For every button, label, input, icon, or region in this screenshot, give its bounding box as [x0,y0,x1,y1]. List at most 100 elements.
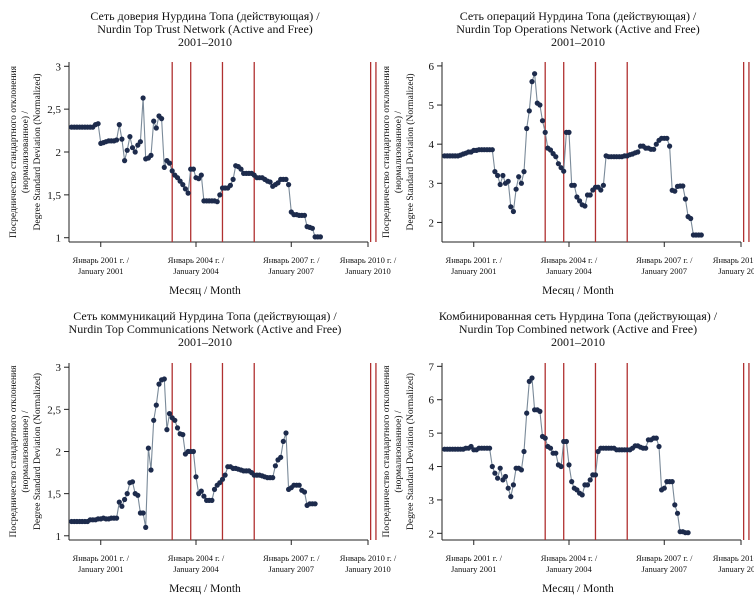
data-point [505,178,511,184]
data-point [508,494,514,500]
data-point [521,448,527,455]
chart-title-line: Комбинированная сеть Нурдина Топа (дейст… [439,309,718,323]
data-point [153,402,159,408]
series-line [444,376,689,534]
data-point [529,375,535,381]
data-point [180,182,186,188]
data-point [526,108,532,114]
data-point [124,491,130,497]
data-point [119,503,125,509]
x-tick-label: Январь 2007 г. / [636,553,693,563]
data-point [598,187,604,193]
chart-title-line: 2001–2010 [551,35,605,49]
data-point [672,188,678,194]
y-axis-label-line: Degree Standard Deviation (Normalized) [405,74,416,231]
data-point [489,463,495,470]
x-tick-label: January 2007 [641,266,687,276]
data-point [571,182,577,188]
data-point [667,143,673,149]
x-tick-label: January 2007 [268,564,314,574]
data-point [680,183,686,189]
data-point [153,125,159,131]
y-axis-label: Посредничество стандартного отклонения (н… [382,65,416,238]
data-point [577,198,583,204]
data-point [524,125,530,132]
chart-panel-4: Комбинированная сеть Нурдина Топа (дейст… [382,309,754,595]
y-tick-label: 2 [429,528,435,540]
data-point [296,482,302,488]
chart-title-line: Nurdin Top Trust Network (Active and Fre… [97,22,313,36]
data-point [584,482,591,488]
y-tick-label: 2 [56,447,62,459]
data-point [495,475,501,481]
data-point [180,432,186,438]
x-tick-label: January 2001 [451,564,497,574]
data-point [151,118,157,124]
data-point [510,208,516,215]
x-tick-label: January 2004 [173,266,219,276]
data-point [492,169,498,175]
data-point [201,493,207,499]
y-tick-label: 7 [429,361,435,373]
x-tick-label: Январь 2004 г. / [168,553,225,563]
x-tick-label: January 2004 [546,266,592,276]
x-axis-label: Месяц / Month [542,583,614,595]
x-tick-label: January 2010 [718,564,754,574]
data-point [539,118,546,124]
data-point [547,147,554,153]
data-point [542,129,548,135]
data-point [487,445,493,451]
data-point [497,465,503,471]
data-point [119,136,125,142]
y-axis-label-line: Посредничество стандартного отклонения [9,65,19,238]
data-point [635,149,641,155]
data-point [182,186,188,192]
chart-title-line: 2001–2010 [178,35,232,49]
y-tick-label: 3 [56,362,62,374]
data-point [563,438,570,445]
chart-title-line: Сеть доверия Нурдина Топа (действующая) … [90,9,320,23]
x-tick-label: January 2001 [78,266,124,276]
y-axis-label-line: Degree Standard Deviation (Normalized) [405,373,416,530]
data-point [211,486,218,492]
data-point [688,215,694,222]
y-axis-label: Посредничество стандартного отклонения (н… [9,365,43,538]
data-point [114,515,120,521]
data-point [230,176,236,182]
y-axis-label: Посредничество стандартного отклонения (н… [382,365,416,538]
data-point [553,154,559,160]
data-point [569,479,575,485]
x-tick-label: Январь 2007 г. / [263,255,320,265]
x-axis-label: Месяц / Month [169,583,241,595]
x-tick-label: January 2010 [718,266,754,276]
data-point [309,225,315,231]
data-point [95,121,101,127]
data-point [116,122,122,128]
y-tick-label: 2,5 [47,104,61,116]
data-point [129,479,136,485]
y-axis-label-line: (нормализованное) / [20,111,31,193]
y-tick-label: 4 [429,462,435,474]
data-point [124,147,130,153]
data-point [508,204,514,210]
data-point [579,492,585,498]
x-axis-label: Месяц / Month [169,285,241,297]
series-line [71,97,321,238]
data-point [270,475,276,481]
data-point [301,212,308,218]
x-tick-label: Январь 2010 г. / [713,553,754,563]
x-tick-label: January 2004 [546,564,592,574]
y-axis-label-line: (нормализованное) / [20,410,31,492]
data-point [198,488,204,494]
data-point [672,502,678,508]
data-point [222,472,228,478]
chart-panel-1: Сеть доверия Нурдина Топа (действующая) … [9,9,397,297]
y-axis-label-line: Посредничество стандартного отклонения [9,365,19,538]
x-axis-label: Месяц / Month [542,285,614,297]
series-line [444,73,702,236]
data-point [174,425,181,431]
data-point [190,448,196,455]
x-tick-label: Январь 2004 г. / [541,255,598,265]
chart-panel-3: Сеть коммуникаций Нурдина Топа (действую… [9,309,397,595]
